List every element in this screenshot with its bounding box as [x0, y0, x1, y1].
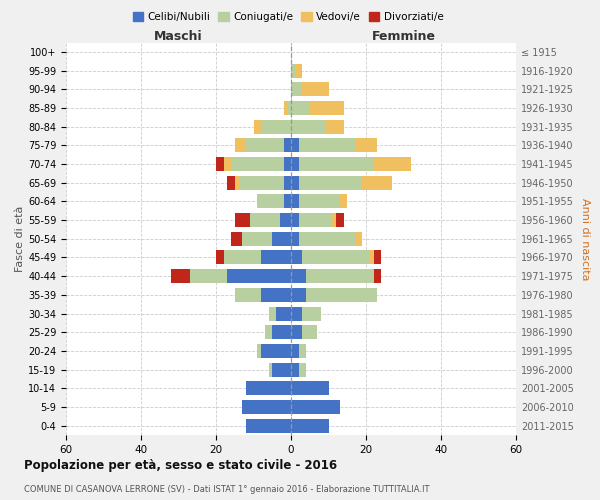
Bar	[291, 194, 299, 208]
Bar	[257, 194, 284, 208]
Bar	[269, 362, 272, 376]
Bar	[291, 213, 299, 227]
Bar	[246, 382, 291, 396]
Bar	[223, 157, 231, 171]
Bar	[299, 232, 355, 246]
Bar	[223, 250, 261, 264]
Bar	[284, 138, 291, 152]
Bar	[216, 157, 223, 171]
Bar	[302, 250, 370, 264]
Text: COMUNE DI CASANOVA LERRONE (SV) - Dati ISTAT 1° gennaio 2016 - Elaborazione TUTT: COMUNE DI CASANOVA LERRONE (SV) - Dati I…	[24, 485, 430, 494]
Bar	[261, 120, 291, 134]
Bar	[216, 250, 223, 264]
Bar	[340, 194, 347, 208]
Bar	[171, 269, 190, 283]
Bar	[284, 194, 291, 208]
Bar	[325, 120, 343, 134]
Bar	[190, 269, 227, 283]
Bar	[291, 288, 306, 302]
Bar	[355, 232, 362, 246]
Bar	[299, 194, 340, 208]
Bar	[306, 269, 373, 283]
Bar	[291, 120, 325, 134]
Bar	[231, 232, 242, 246]
Bar	[291, 325, 302, 339]
Bar	[291, 269, 306, 283]
Text: Maschi: Maschi	[154, 30, 203, 44]
Bar	[299, 176, 362, 190]
Bar	[302, 82, 329, 96]
Bar	[291, 362, 299, 376]
Bar	[291, 101, 310, 115]
Bar	[299, 362, 306, 376]
Text: Popolazione per età, sesso e stato civile - 2016: Popolazione per età, sesso e stato civil…	[24, 460, 337, 472]
Bar	[291, 82, 302, 96]
Bar	[272, 232, 291, 246]
Bar	[235, 176, 239, 190]
Bar	[265, 325, 272, 339]
Bar	[291, 418, 329, 432]
Bar	[231, 157, 284, 171]
Bar	[299, 213, 332, 227]
Bar	[362, 176, 392, 190]
Bar	[227, 176, 235, 190]
Bar	[242, 400, 291, 414]
Bar	[246, 138, 284, 152]
Bar	[291, 64, 295, 78]
Bar	[310, 101, 343, 115]
Bar	[370, 250, 373, 264]
Bar	[291, 157, 299, 171]
Bar	[235, 288, 261, 302]
Bar	[373, 157, 411, 171]
Bar	[235, 213, 250, 227]
Y-axis label: Anni di nascita: Anni di nascita	[580, 198, 590, 280]
Bar	[276, 306, 291, 320]
Bar	[235, 138, 246, 152]
Legend: Celibi/Nubili, Coniugati/e, Vedovi/e, Divorziati/e: Celibi/Nubili, Coniugati/e, Vedovi/e, Di…	[128, 8, 448, 26]
Bar	[291, 138, 299, 152]
Y-axis label: Fasce di età: Fasce di età	[15, 206, 25, 272]
Bar	[302, 306, 321, 320]
Bar	[373, 269, 381, 283]
Bar	[299, 344, 306, 358]
Bar	[291, 306, 302, 320]
Bar	[291, 176, 299, 190]
Bar	[246, 418, 291, 432]
Bar	[299, 157, 373, 171]
Bar	[261, 250, 291, 264]
Bar	[355, 138, 377, 152]
Bar	[287, 101, 291, 115]
Bar	[291, 400, 340, 414]
Bar	[332, 213, 336, 227]
Bar	[239, 176, 284, 190]
Bar	[284, 176, 291, 190]
Bar	[284, 157, 291, 171]
Bar	[280, 213, 291, 227]
Bar	[291, 232, 299, 246]
Bar	[261, 344, 291, 358]
Bar	[272, 362, 291, 376]
Bar	[242, 232, 272, 246]
Bar	[227, 269, 291, 283]
Bar	[250, 213, 280, 227]
Bar	[302, 325, 317, 339]
Bar	[291, 250, 302, 264]
Bar	[336, 213, 343, 227]
Bar	[306, 288, 377, 302]
Bar	[261, 288, 291, 302]
Bar	[257, 344, 261, 358]
Bar	[291, 344, 299, 358]
Text: Femmine: Femmine	[371, 30, 436, 44]
Bar	[272, 325, 291, 339]
Bar	[284, 101, 287, 115]
Bar	[299, 138, 355, 152]
Bar	[373, 250, 381, 264]
Bar	[254, 120, 261, 134]
Bar	[295, 64, 302, 78]
Bar	[269, 306, 276, 320]
Bar	[291, 382, 329, 396]
